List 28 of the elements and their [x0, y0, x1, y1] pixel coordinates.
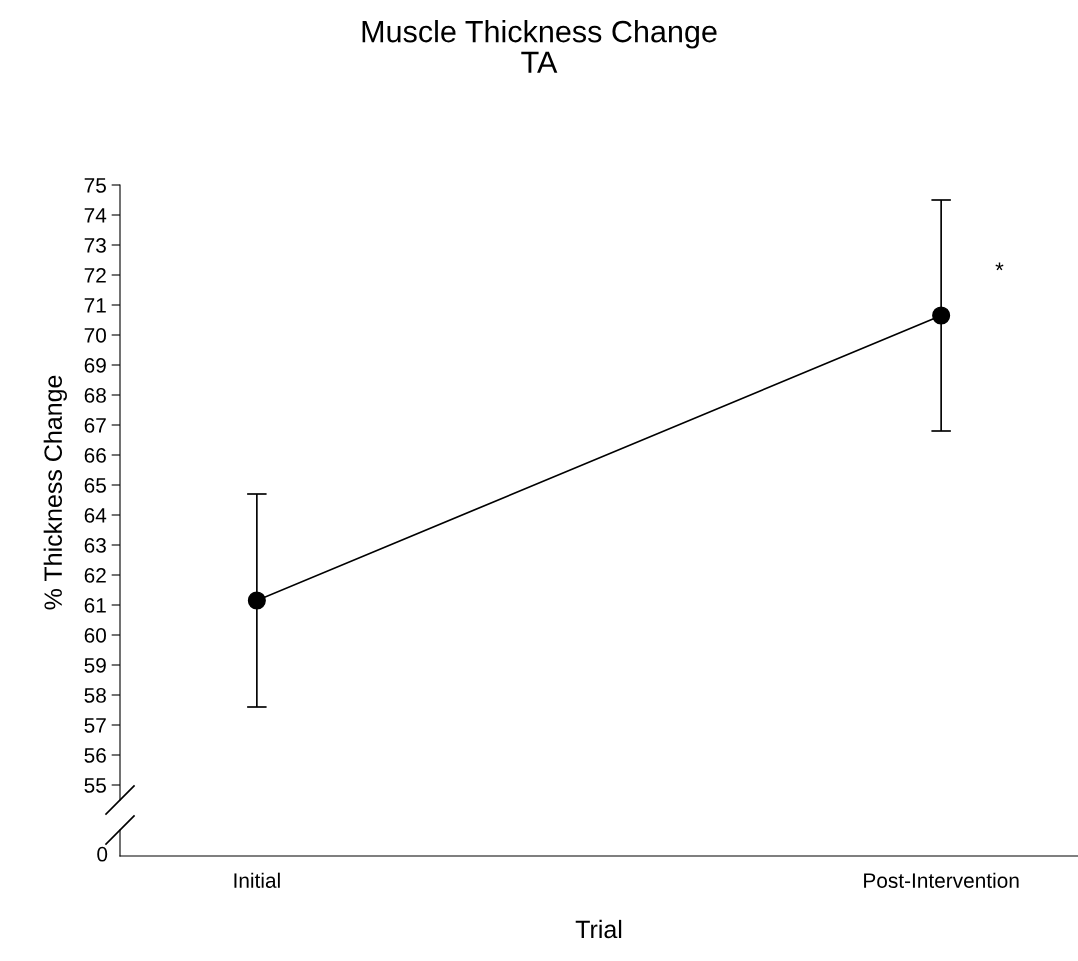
- y-tick-label: 59: [84, 658, 106, 673]
- x-axis-title: Trial: [575, 919, 622, 939]
- y-tick-label: 75: [84, 178, 106, 193]
- y-tick-label: 69: [84, 358, 106, 373]
- y-tick-label: 71: [84, 298, 106, 313]
- y-tick-label: 73: [84, 238, 106, 253]
- y-axis-title: % Thickness Change: [43, 375, 67, 610]
- y-tick-label: 74: [84, 208, 107, 223]
- y-tick-label: 67: [84, 418, 106, 433]
- y-tick-label: 63: [84, 538, 106, 553]
- y-tick-label: 57: [84, 718, 106, 733]
- x-tick-label: Post-Intervention: [864, 872, 1019, 888]
- y-tick-label: 72: [84, 268, 106, 283]
- text: 0: [97, 846, 108, 862]
- y-tick-label: 65: [84, 478, 106, 493]
- y-tick-label: 58: [84, 688, 106, 703]
- y-tick-label: 61: [84, 598, 106, 613]
- chart-title: Muscle Thickness Change TA: [362, 20, 717, 73]
- y-tick-label: 62: [84, 568, 106, 583]
- y-tick-label: 60: [84, 628, 106, 643]
- x-tick-label: Initial: [234, 872, 280, 888]
- y-tick-label: 56: [84, 748, 106, 763]
- y-tick-label: 68: [84, 388, 106, 403]
- y-tick-label: 64: [84, 508, 107, 523]
- annotation: *: [995, 262, 1004, 271]
- y-tick-label: 66: [84, 448, 106, 463]
- y-tick-label: 55: [84, 778, 106, 793]
- y-tick-label: 70: [84, 328, 106, 343]
